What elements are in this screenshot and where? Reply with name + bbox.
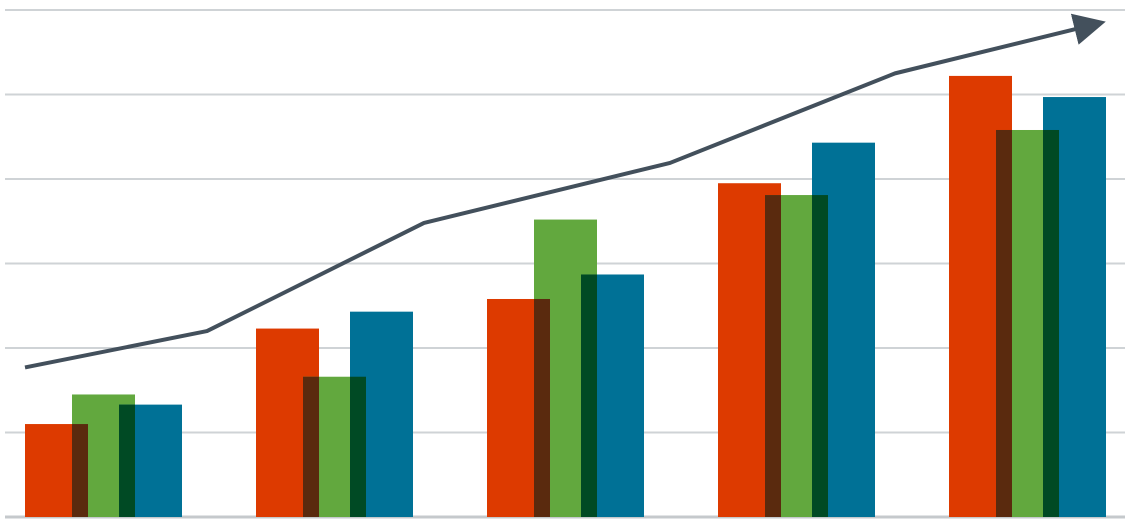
bar-overlap-region <box>119 404 135 517</box>
bar-overlap-region <box>1043 129 1059 518</box>
bar-overlap-region <box>765 195 781 517</box>
bar-overlap-region <box>581 274 597 517</box>
bar-overlap-region <box>350 376 366 517</box>
bar-overlap-region <box>72 424 88 517</box>
bar-overlap-region <box>303 376 319 517</box>
bar-overlaps <box>72 129 1059 518</box>
bar-series <box>25 75 1106 518</box>
bar-overlap-region <box>534 298 550 517</box>
bar-overlap-region <box>812 195 828 517</box>
trend-line <box>24 13 1106 370</box>
trend-line-layer <box>24 13 1106 370</box>
bar-overlap-region <box>996 129 1012 518</box>
